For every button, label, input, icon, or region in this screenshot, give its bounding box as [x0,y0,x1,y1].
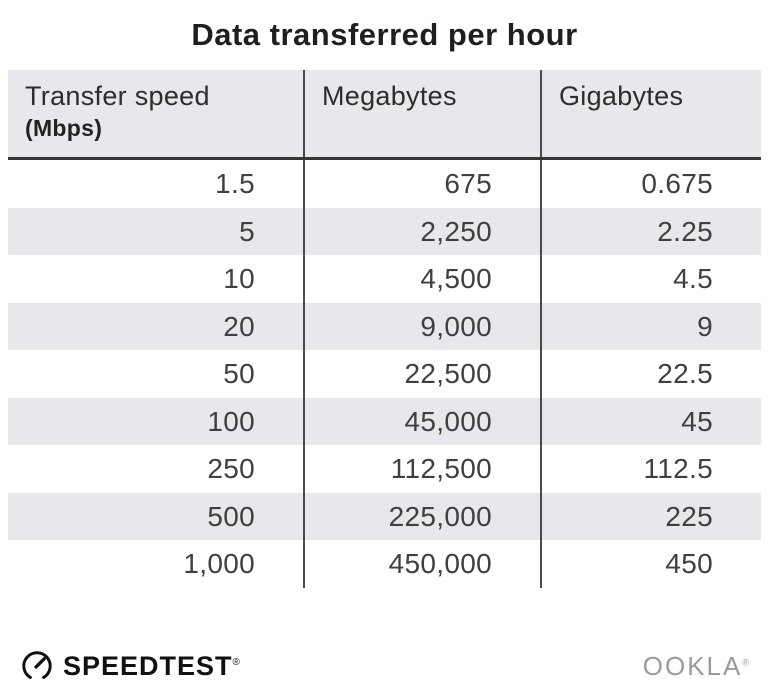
footer: SPEEDTEST® OOKLA® [20,646,751,686]
registered-trademark-icon: ® [742,656,751,667]
megabytes-cell: 450,000 [303,540,540,588]
gigabytes-cell: 4.5 [540,255,761,303]
gigabytes-cell: 9 [540,302,761,350]
column-header-label: Megabytes [322,81,457,111]
speed-cell: 50 [223,358,255,389]
speed-cell: 500 [207,500,255,532]
speed-cell: 100 [207,405,255,437]
ookla-wordmark: OOKLA® [642,650,751,681]
column-header-label: Transfer speed [25,81,210,111]
megabytes-cell: 9,000 [303,302,540,350]
table-header-row: Transfer speed (Mbps) Megabytes Gigabyte… [8,70,761,160]
table-row: 5 2,250 2.25 [8,207,761,255]
gigabytes-cell: 22.5 [540,350,761,398]
column-header-gigabytes: Gigabytes [540,70,761,157]
speed-cell: 250 [207,453,255,484]
gigabytes-cell: 45 [540,397,761,445]
speedtest-wordmark: SPEEDTEST® [63,650,241,681]
registered-trademark-icon: ® [232,656,241,668]
speed-cell: 20 [223,310,255,342]
table-row: 500 225,000 225 [8,492,761,540]
table-row: 1,000 450,000 450 [8,540,761,588]
speedtest-logo: SPEEDTEST® [20,649,241,683]
table-row: 20 9,000 9 [8,302,761,350]
column-header-megabytes: Megabytes [303,70,540,157]
table-row: 250 112,500 112.5 [8,445,761,493]
megabytes-cell: 22,500 [303,350,540,398]
column-header-sublabel: (Mbps) [25,115,103,141]
table-row: 1.5 675 0.675 [8,160,761,208]
megabytes-cell: 675 [303,160,540,208]
gigabytes-cell: 225 [540,492,761,540]
megabytes-cell: 2,250 [303,207,540,255]
gigabytes-cell: 0.675 [540,160,761,208]
table-body: 1.5 675 0.675 5 2,250 2.25 10 4,500 4.5 20 9,000 9 5… [8,160,761,588]
speed-cell: 1.5 [215,168,255,199]
megabytes-cell: 112,500 [303,445,540,493]
megabytes-cell: 45,000 [303,397,540,445]
megabytes-cell: 4,500 [303,255,540,303]
speedtest-gauge-icon [20,649,54,683]
speed-cell: 10 [223,263,255,294]
column-header-label: Gigabytes [559,81,684,111]
table-row: 50 22,500 22.5 [8,350,761,398]
table-row: 10 4,500 4.5 [8,255,761,303]
column-header-transfer-speed: Transfer speed (Mbps) [8,70,303,157]
megabytes-cell: 225,000 [303,492,540,540]
gigabytes-cell: 2.25 [540,207,761,255]
page-title: Data transferred per hour [191,17,578,52]
gigabytes-cell: 450 [540,540,761,588]
gigabytes-cell: 112.5 [540,445,761,493]
speed-cell: 1,000 [183,548,255,579]
table-row: 100 45,000 45 [8,397,761,445]
speed-cell: 5 [239,215,255,247]
data-table: Transfer speed (Mbps) Megabytes Gigabyte… [8,70,761,588]
